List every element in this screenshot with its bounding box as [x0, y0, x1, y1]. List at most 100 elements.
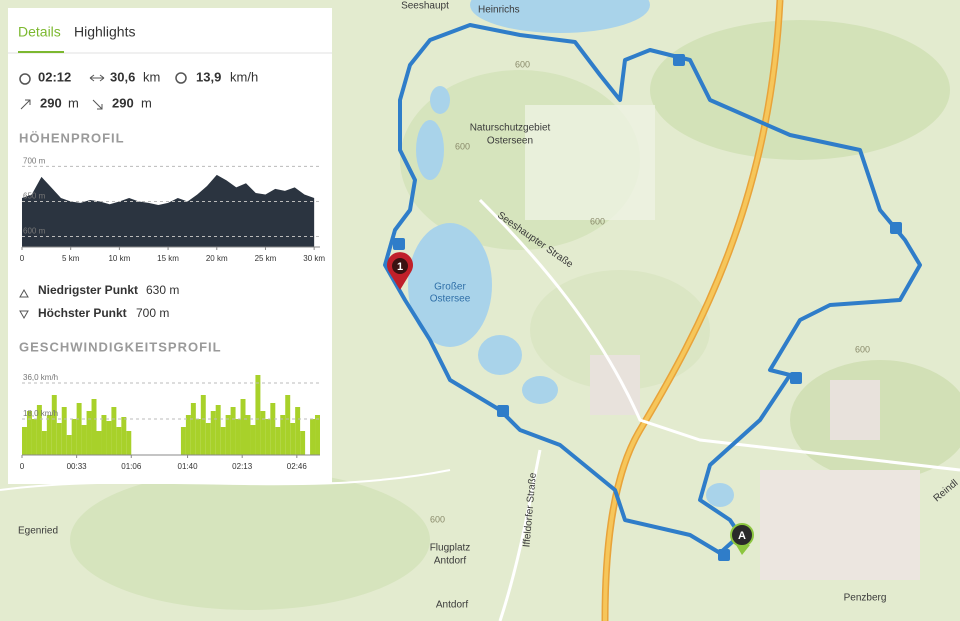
lake-label: Großer	[434, 282, 466, 293]
speed-bar	[41, 431, 47, 455]
speed-bar	[230, 407, 236, 455]
speed-bar	[275, 427, 281, 455]
speed-bar	[250, 425, 256, 455]
x-tick-label: 02:46	[287, 462, 308, 471]
y-tick-label: 18,0 km/h	[23, 409, 58, 418]
speed-bar	[51, 395, 57, 455]
x-tick-label: 02:13	[232, 462, 253, 471]
speed-bar	[126, 431, 132, 455]
elevation-area	[22, 174, 315, 247]
start-label: A	[738, 530, 746, 542]
speed-bar	[195, 419, 201, 455]
speed-bar	[220, 427, 226, 455]
lake-label: Ostersee	[430, 294, 471, 305]
speed-bar	[265, 419, 271, 455]
speed-bar	[245, 415, 251, 455]
x-tick-label: 20 km	[206, 254, 228, 263]
speed-bar	[280, 415, 286, 455]
speed-value: 13,9	[196, 69, 221, 84]
speed-bar	[225, 415, 231, 455]
speed-bar	[46, 415, 52, 455]
x-tick-label: 10 km	[108, 254, 130, 263]
speed-bar	[210, 411, 216, 455]
contour-label: 600	[855, 344, 870, 354]
place-label: Antdorf	[436, 600, 468, 611]
speed-bar	[270, 403, 276, 455]
speed-bar	[185, 415, 191, 455]
lowest-icon	[19, 288, 29, 298]
lowest-value: 630 m	[146, 283, 179, 297]
speed-bar	[190, 403, 196, 455]
speed-bar	[205, 423, 211, 455]
speed-bar	[255, 375, 261, 455]
x-tick-label: 0	[20, 462, 25, 471]
speed-bar	[91, 399, 97, 455]
speed-bar	[260, 411, 266, 455]
speed-bar	[235, 419, 241, 455]
contour-label: 600	[515, 59, 530, 69]
y-tick-label: 600 m	[23, 227, 46, 236]
speed-bar	[180, 427, 186, 455]
x-tick-label: 00:33	[67, 462, 88, 471]
waypoint-number: 1	[397, 261, 403, 273]
ascent-value: 290	[40, 95, 62, 110]
section-title: GESCHWINDIGKEITSPROFIL	[19, 339, 222, 354]
speed-bar	[86, 411, 92, 455]
x-tick-label: 0	[20, 254, 25, 263]
speed-bar	[36, 405, 42, 455]
active-tab-underline	[18, 51, 64, 53]
place-label: Antdorf	[434, 556, 466, 567]
area-label: Osterseen	[487, 136, 533, 147]
speed-bar	[22, 427, 27, 455]
speed-chart: 18,0 km/h 36,0 km/h 0 00:33 01:06 01:40 02:13 0…	[20, 373, 320, 471]
speed-icon	[175, 72, 187, 84]
elevation-chart: 600 m 650 m 700 m 0 5 km 10 km 15 km 20 km 25 km…	[20, 157, 326, 264]
speed-unit: km/h	[230, 69, 258, 84]
stats: 02:12 30,6 km 13,9 km/h 290 m 290 m	[19, 69, 258, 110]
ascent-unit: m	[68, 95, 79, 110]
speed-bar	[71, 419, 77, 455]
start-marker: A	[730, 523, 754, 555]
descent-unit: m	[141, 95, 152, 110]
x-tick-label: 01:40	[178, 462, 199, 471]
speed-bar	[66, 435, 72, 455]
highest-label: Höchster Punkt	[38, 306, 127, 320]
speed-bar	[76, 403, 82, 455]
section-title: HÖHENPROFIL	[19, 130, 125, 145]
y-tick-label: 36,0 km/h	[23, 373, 58, 382]
x-tick-label: 30 km	[303, 254, 325, 263]
street-label: Heinrichs	[478, 5, 520, 16]
speed-bar	[121, 417, 127, 455]
x-tick-label: 5 km	[62, 254, 80, 263]
place-label: Seeshaupt	[401, 1, 449, 12]
y-tick-label: 650 m	[23, 192, 46, 201]
speed-bar	[310, 419, 316, 455]
speed-bar	[315, 415, 320, 455]
descent-icon	[92, 99, 103, 110]
speed-bar	[215, 405, 221, 455]
x-tick-label: 01:06	[121, 462, 142, 471]
y-tick-label: 700 m	[23, 157, 46, 166]
place-label: Flugplatz	[430, 543, 471, 554]
tab-highlights[interactable]: Highlights	[74, 24, 135, 40]
clock-icon	[19, 73, 31, 85]
distance-value: 30,6	[110, 69, 135, 84]
speed-bar	[96, 431, 102, 455]
descent-value: 290	[112, 95, 134, 110]
speed-bar	[116, 427, 122, 455]
contour-label: 600	[430, 514, 445, 524]
area-label: Naturschutzgebiet	[470, 123, 551, 134]
tab-details[interactable]: Details	[18, 24, 61, 40]
speed-bar	[31, 419, 37, 455]
speed-bar	[200, 395, 206, 455]
waypoint-marker: 1	[387, 252, 413, 290]
map-terrain	[70, 20, 960, 610]
place-label: Egenried	[18, 526, 58, 537]
place-label: Penzberg	[844, 593, 887, 604]
ascent-icon	[20, 99, 31, 110]
speed-bar	[26, 411, 32, 455]
speed-bar	[295, 407, 301, 455]
speed-bar	[290, 423, 296, 455]
speed-bar	[81, 425, 87, 455]
